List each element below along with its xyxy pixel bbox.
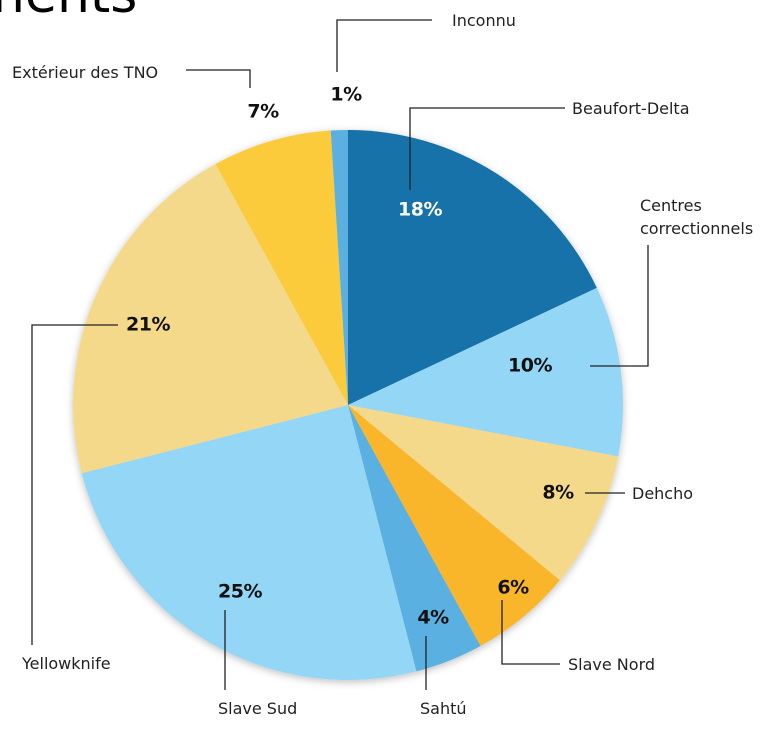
slice (215, 130, 348, 405)
value-label: 10% (508, 355, 552, 377)
slice (348, 405, 481, 672)
chart-title: nents (0, 0, 137, 25)
value-label: 6% (497, 577, 529, 599)
value-label: 25% (218, 581, 262, 603)
category-label: Slave Nord (568, 655, 656, 674)
value-label: 21% (126, 314, 170, 336)
value-label: 18% (398, 199, 442, 221)
category-label: Yellowknife (22, 654, 111, 673)
slice (348, 405, 560, 646)
pie (72, 130, 623, 680)
leader (590, 245, 649, 367)
value-label: 1% (330, 84, 362, 106)
value-label: 4% (417, 607, 449, 629)
slice (348, 405, 619, 581)
leader (336, 19, 432, 72)
slice (348, 287, 623, 457)
category-label: Inconnu (452, 11, 516, 30)
leader (409, 107, 565, 190)
slice (72, 164, 349, 474)
category-label: Extérieur des TNO (12, 63, 159, 82)
leader (501, 600, 560, 665)
slice (348, 130, 597, 405)
category-label: Beaufort-Delta (572, 99, 690, 118)
leader (186, 69, 251, 88)
category-label: Sahtú (420, 699, 467, 718)
leader (31, 324, 118, 645)
slice (81, 405, 417, 680)
value-label: 7% (247, 101, 279, 123)
value-label: 8% (542, 482, 574, 504)
slice (330, 130, 348, 405)
leader-lines (31, 19, 649, 690)
category-label: Slave Sud (218, 699, 298, 718)
category-label: Centres correctionnels (640, 196, 754, 238)
category-label: Dehcho (632, 484, 694, 503)
